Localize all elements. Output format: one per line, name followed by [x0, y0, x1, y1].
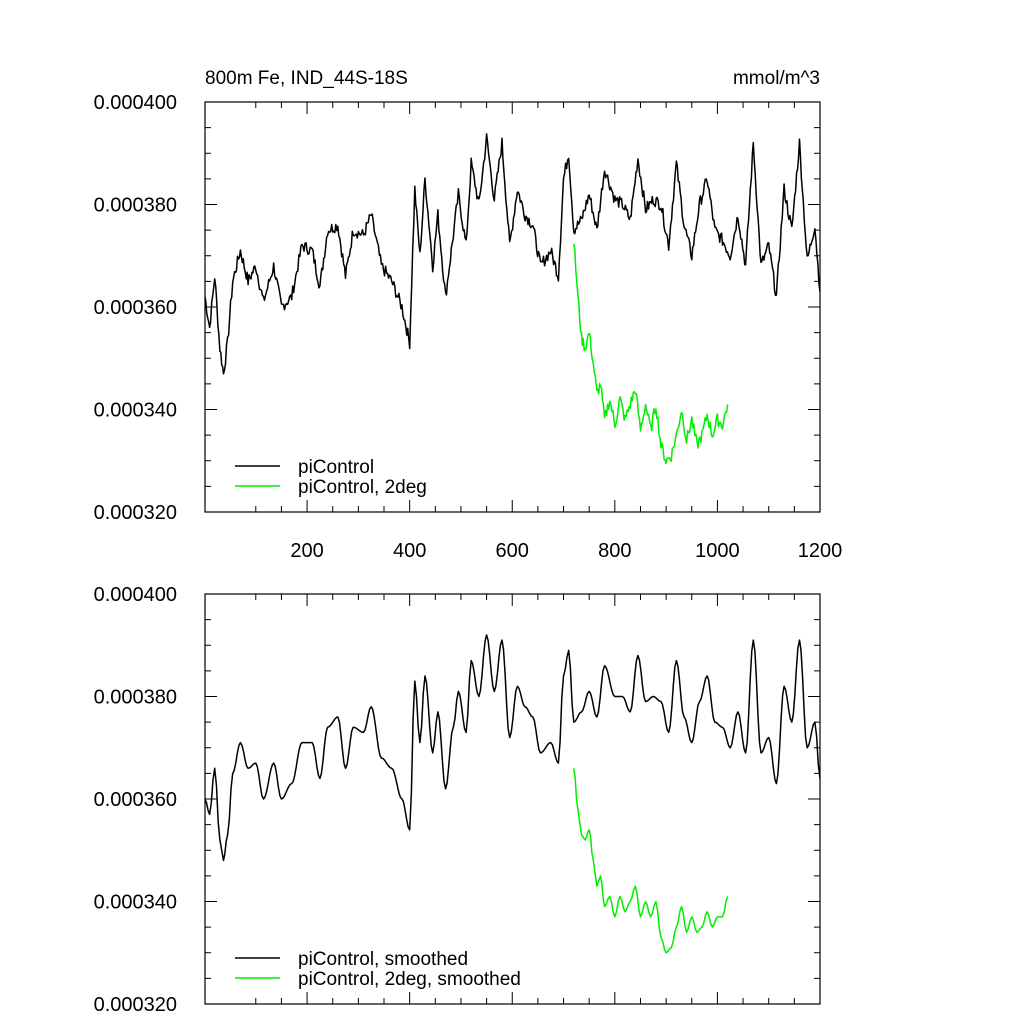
bottom-panel-series — [204, 634, 821, 954]
x-tick-label: 200 — [290, 540, 323, 562]
series-line-picontrol-2deg — [573, 243, 729, 465]
x-tick-label: 800 — [598, 540, 631, 562]
y-tick-label: 0.000320 — [94, 994, 177, 1016]
top-panel-ticks — [205, 101, 821, 513]
bottom-panel: 0.000320 0.000340 0.000360 0.000380 0.000400… — [94, 584, 821, 1016]
legend-label: piControl — [298, 457, 374, 478]
y-tick-label: 0.000380 — [94, 195, 177, 217]
legend-label: piControl, smoothed — [298, 949, 468, 970]
y-tick-label: 0.000320 — [94, 502, 177, 524]
x-tick-label: 400 — [393, 540, 426, 562]
legend-label: piControl, 2deg — [298, 477, 427, 498]
y-tick-label: 0.000360 — [94, 789, 177, 811]
top-panel-title: 800m Fe, IND_44S-18S — [205, 68, 408, 89]
y-tick-label: 0.000400 — [94, 584, 177, 606]
series-line-picontrol-2deg — [573, 768, 729, 954]
y-tick-label: 0.000340 — [94, 892, 177, 914]
bottom-panel-ticks — [205, 593, 821, 1005]
bottom-panel-y-tick-labels: 0.000320 0.000340 0.000360 0.000380 0.000400 — [94, 584, 177, 1016]
y-tick-label: 0.000360 — [94, 297, 177, 319]
top-panel-x-tick-labels: 200 400 600 800 1000 1200 — [290, 540, 842, 562]
x-tick-label: 600 — [496, 540, 529, 562]
top-panel-units: mmol/m^3 — [733, 68, 820, 89]
y-tick-label: 0.000380 — [94, 687, 177, 709]
top-panel-y-tick-labels: 0.000320 0.000340 0.000360 0.000380 0.000400 — [94, 92, 177, 524]
bottom-panel-frame — [204, 593, 821, 1005]
y-tick-label: 0.000400 — [94, 92, 177, 114]
x-tick-label: 1000 — [695, 540, 740, 562]
top-panel: 800m Fe, IND_44S-18S mmol/m^3 0.0003200.… — [94, 68, 843, 562]
y-tick-label: 0.000340 — [94, 400, 177, 422]
x-tick-label: 1200 — [798, 540, 843, 562]
legend-label: piControl, 2deg, smoothed — [298, 969, 521, 990]
series-line-picontrol — [204, 634, 821, 862]
top-panel-series — [204, 133, 821, 465]
top-panel-frame — [204, 101, 821, 513]
series-line-picontrol — [204, 133, 821, 375]
